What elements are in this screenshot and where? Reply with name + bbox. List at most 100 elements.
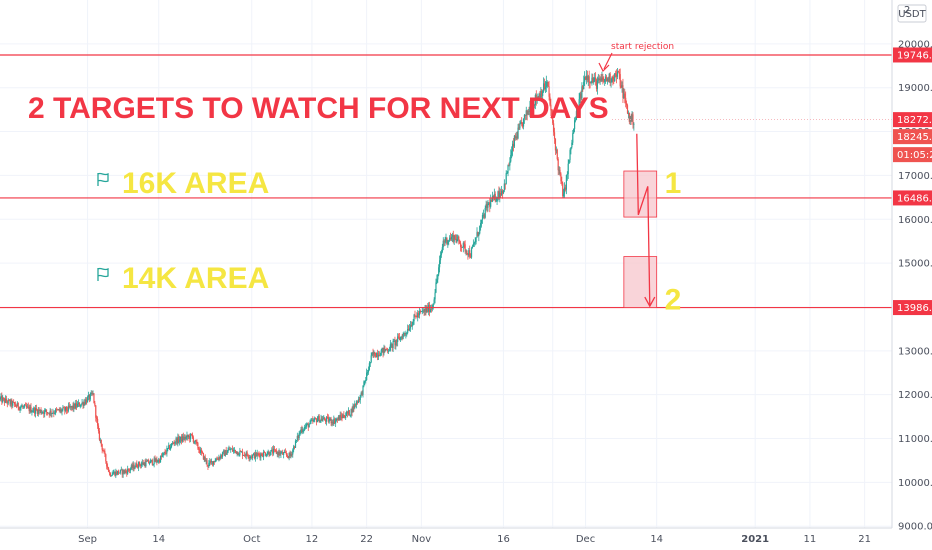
candle-body	[242, 455, 245, 456]
candle-body	[432, 303, 434, 309]
candle-body	[367, 369, 370, 373]
candle-body	[284, 451, 287, 453]
candle-body	[463, 242, 465, 245]
candle-body	[356, 401, 358, 405]
price-tick-label: 16000.0	[898, 215, 932, 226]
candle-body	[573, 128, 575, 134]
price-tag-label: 19746.5	[897, 50, 932, 61]
candle-body	[427, 307, 429, 312]
candle-body	[212, 461, 215, 465]
candle-body	[529, 106, 531, 112]
candle-body	[574, 119, 577, 121]
candle-body	[493, 193, 495, 198]
candle-body	[550, 104, 552, 111]
candle-body	[3, 397, 5, 399]
candle-body	[560, 173, 562, 182]
candle-body	[82, 402, 84, 406]
candle-body	[476, 232, 478, 238]
candle-body	[146, 461, 148, 463]
candle-body	[414, 314, 416, 316]
candle-body	[229, 448, 231, 450]
candle-body	[247, 455, 249, 458]
candle-body	[438, 267, 440, 275]
candle-body	[298, 433, 300, 439]
candle-body	[374, 351, 376, 357]
candle-body	[273, 448, 276, 450]
candle-body	[528, 111, 530, 113]
projection-arrow-head	[644, 296, 656, 308]
candle-body	[228, 448, 230, 451]
candle-body	[109, 473, 111, 476]
candle-body	[107, 467, 110, 472]
candle-body	[632, 114, 634, 125]
projection-arrows	[636, 133, 656, 308]
candle-body	[305, 424, 308, 427]
candle-body	[513, 135, 516, 147]
candle-body	[398, 337, 401, 340]
candle-body	[264, 452, 267, 456]
candle-body	[8, 399, 10, 401]
candle-body	[538, 94, 540, 98]
candle-body	[114, 471, 116, 476]
candle-body	[407, 329, 409, 333]
candle-body	[193, 441, 195, 443]
candle-body	[581, 86, 583, 99]
candle-body	[335, 419, 338, 421]
candle-body	[45, 409, 48, 413]
candle-body	[629, 116, 631, 122]
candle-body	[88, 394, 90, 400]
candle-body	[119, 469, 121, 473]
candle-body	[599, 78, 601, 81]
candle-body	[142, 462, 144, 465]
candle-body	[482, 214, 484, 216]
candle-body	[359, 395, 361, 401]
candle-body	[477, 232, 479, 236]
candle-body	[377, 354, 380, 357]
candle-body	[280, 452, 282, 455]
candle-body	[27, 406, 29, 408]
candle-body	[577, 109, 579, 111]
candle-body	[140, 464, 142, 466]
candle-body	[375, 356, 377, 358]
candle-body	[299, 432, 301, 434]
candle-body	[269, 455, 271, 456]
candle-body	[484, 207, 486, 218]
currency-badge[interactable]	[897, 4, 927, 23]
candle-body	[34, 408, 37, 414]
candle-body	[565, 175, 567, 190]
candle-body	[353, 405, 355, 409]
candle-body	[234, 449, 236, 452]
candle-body	[481, 214, 484, 220]
time-tick-label: Sep	[78, 534, 97, 545]
candle-body	[237, 451, 239, 456]
candle-body	[192, 437, 194, 443]
candle-body	[288, 452, 290, 458]
candle-body	[273, 448, 275, 454]
time-tick-label: 21	[858, 534, 871, 545]
candle-body	[86, 397, 89, 403]
candle-body	[15, 405, 18, 407]
candle-body	[422, 310, 424, 312]
time-axis[interactable]: Sep 14 Oct 12 22 Nov 16 Dec 14 2021 11 21	[0, 527, 892, 545]
candle-body	[208, 462, 210, 467]
candle-body	[154, 458, 156, 462]
candle-body	[163, 452, 165, 454]
price-tick-label: 10000.0	[898, 478, 932, 489]
candle-body	[483, 214, 485, 218]
candle-body	[433, 299, 435, 304]
candle-body	[1, 396, 3, 403]
candle-body	[179, 436, 182, 440]
candle-body	[598, 78, 600, 81]
candle-body	[361, 392, 363, 395]
candle-body	[373, 351, 375, 355]
candle-body	[252, 453, 255, 455]
candle-body	[25, 405, 28, 408]
candle-body	[462, 242, 464, 248]
candle-body	[425, 308, 427, 313]
candle-body	[623, 93, 625, 99]
candle-body	[615, 74, 618, 77]
candle-body	[190, 433, 192, 440]
candle-body	[224, 450, 226, 456]
candle-body	[233, 449, 236, 451]
